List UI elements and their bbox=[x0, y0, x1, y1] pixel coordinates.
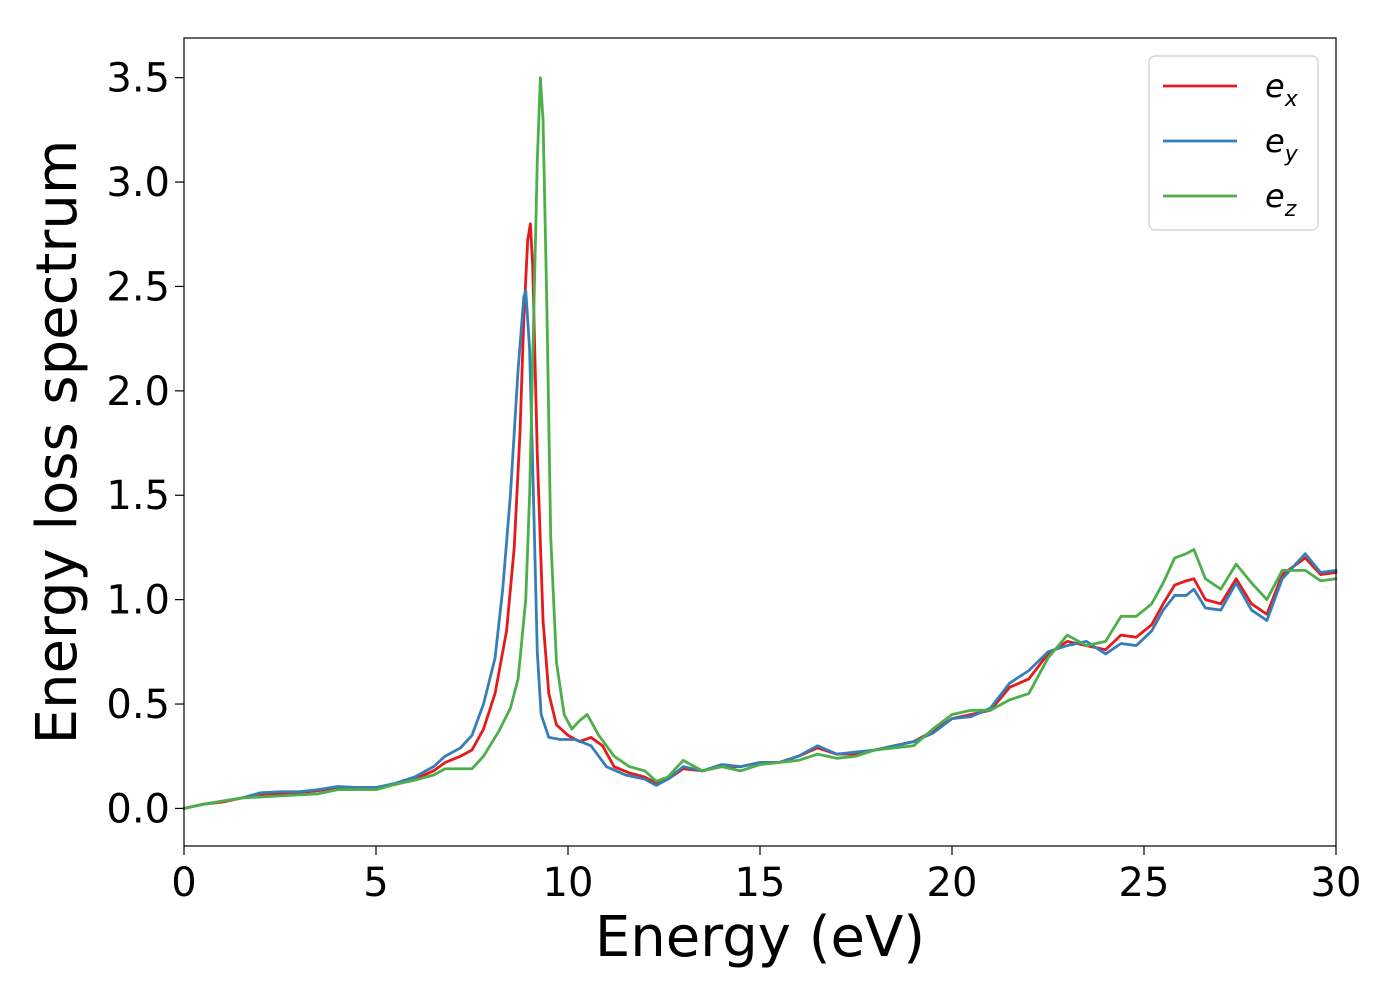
x-tick-label: 15 bbox=[735, 860, 786, 906]
x-tick-label: 20 bbox=[927, 860, 978, 906]
x-axis-label: Energy (eV) bbox=[595, 905, 925, 970]
y-tick-label: 0.5 bbox=[106, 682, 170, 728]
legend-label-ex: ex bbox=[1265, 67, 1299, 112]
y-axis: 0.0 0.5 1.0 1.5 2.0 2.5 3.0 3.5 bbox=[106, 56, 184, 832]
y-axis-label: Energy loss spectrum bbox=[25, 140, 90, 745]
x-tick-label: 5 bbox=[363, 860, 388, 906]
y-tick-label: 0.0 bbox=[106, 786, 170, 832]
legend-label-ey: ey bbox=[1265, 122, 1299, 167]
series-line-ex bbox=[182, 222, 1338, 810]
y-tick-label: 3.0 bbox=[106, 160, 170, 206]
y-tick-label: 2.0 bbox=[106, 369, 170, 415]
x-tick-label: 25 bbox=[1119, 860, 1170, 906]
legend-label-ez: ez bbox=[1265, 177, 1297, 222]
legend-label-subscript: x bbox=[1284, 87, 1299, 112]
series-layer bbox=[182, 76, 1338, 810]
legend-label-main: e bbox=[1265, 122, 1285, 160]
legend-label-main: e bbox=[1265, 67, 1285, 105]
legend-box bbox=[1148, 55, 1319, 231]
legend-label-main: e bbox=[1265, 177, 1285, 215]
legend-label-subscript: y bbox=[1284, 142, 1299, 167]
y-tick-label: 1.0 bbox=[106, 578, 170, 624]
y-tick-label: 3.5 bbox=[106, 56, 170, 102]
x-tick-label: 30 bbox=[1311, 860, 1362, 906]
series-line-ez bbox=[182, 76, 1338, 810]
x-tick-label: 0 bbox=[171, 860, 196, 906]
y-tick-label: 2.5 bbox=[106, 264, 170, 310]
x-axis: 0 5 10 15 20 25 30 bbox=[171, 846, 1361, 906]
x-tick-label: 10 bbox=[543, 860, 594, 906]
legend-label-subscript: z bbox=[1284, 197, 1297, 222]
y-tick-label: 1.5 bbox=[106, 473, 170, 519]
series-line-ey bbox=[182, 289, 1338, 810]
